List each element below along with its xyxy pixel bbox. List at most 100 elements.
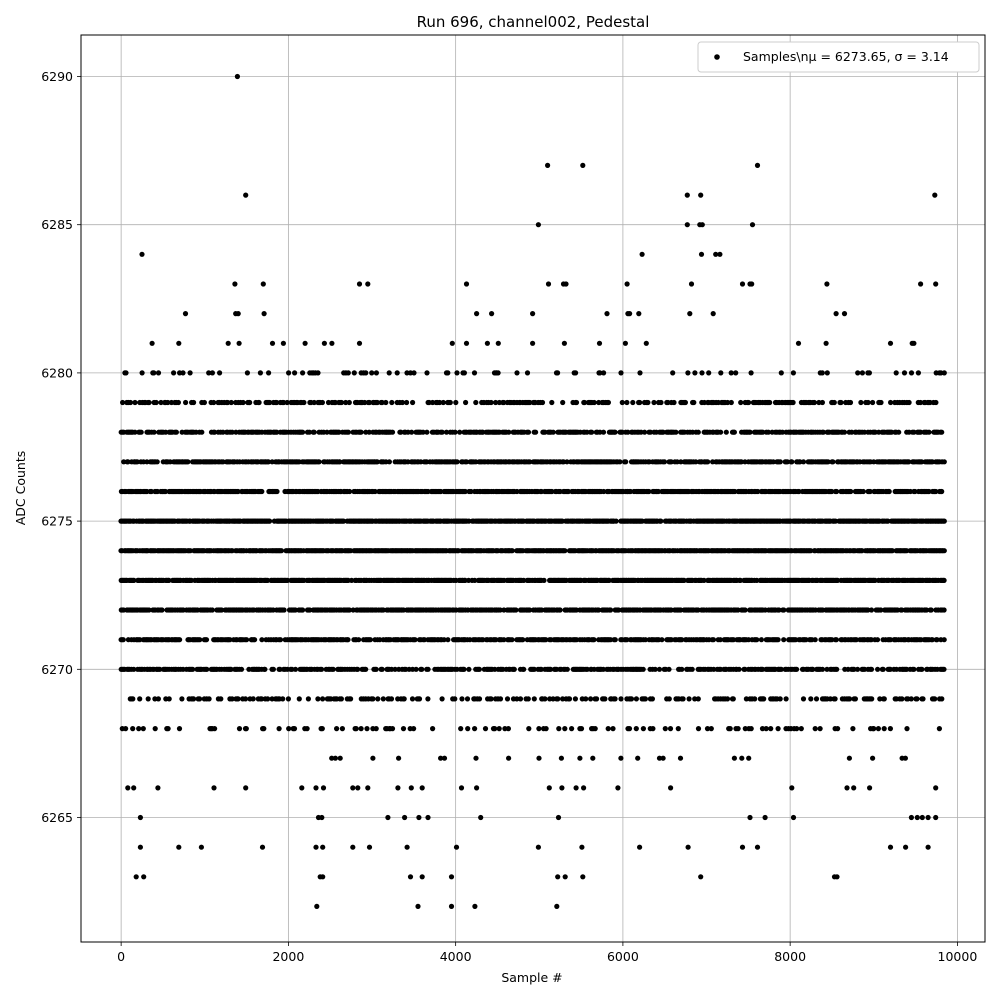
- data-point: [739, 755, 745, 761]
- data-point: [468, 488, 474, 495]
- data-point: [779, 429, 786, 435]
- data-point: [747, 429, 753, 435]
- data-point: [259, 488, 265, 495]
- data-point: [829, 488, 835, 495]
- data-point: [177, 637, 183, 643]
- data-point: [847, 696, 853, 702]
- data-point: [692, 696, 698, 702]
- data-point: [311, 429, 317, 435]
- data-point: [270, 666, 276, 672]
- data-point: [548, 666, 554, 672]
- data-point: [592, 726, 598, 732]
- data-point: [453, 399, 459, 406]
- data-point: [566, 696, 573, 702]
- data-point: [197, 637, 203, 643]
- data-point: [458, 726, 464, 732]
- data-point: [635, 755, 641, 761]
- data-point: [851, 666, 857, 672]
- data-point: [765, 429, 772, 435]
- data-point: [199, 429, 205, 435]
- data-point: [401, 696, 407, 702]
- data-point: [242, 696, 249, 702]
- data-point: [875, 726, 882, 732]
- data-point: [784, 459, 791, 465]
- data-point: [301, 399, 307, 406]
- data-point: [668, 459, 674, 465]
- data-point: [650, 726, 656, 732]
- data-point: [300, 607, 306, 613]
- data-point: [577, 755, 583, 761]
- data-point: [640, 666, 646, 672]
- data-point: [203, 637, 210, 643]
- data-point: [850, 726, 856, 732]
- data-point: [759, 726, 766, 732]
- data-point: [146, 399, 152, 406]
- data-point: [902, 755, 909, 761]
- data-point: [227, 637, 233, 643]
- data-point: [424, 429, 430, 435]
- data-point: [908, 696, 914, 702]
- data-point: [812, 726, 818, 732]
- data-point: [201, 399, 207, 406]
- data-point: [259, 637, 265, 643]
- data-point: [355, 666, 361, 672]
- data-point: [229, 696, 235, 702]
- data-point: [441, 755, 448, 761]
- data-point: [928, 607, 934, 613]
- data-point: [383, 399, 389, 406]
- data-point: [572, 696, 579, 702]
- data-point: [347, 488, 353, 495]
- data-point: [514, 696, 520, 702]
- data-point: [319, 666, 325, 672]
- data-point: [441, 637, 447, 643]
- data-point: [602, 696, 608, 702]
- data-point: [531, 696, 537, 702]
- data-point: [497, 696, 504, 702]
- data-point: [623, 459, 629, 465]
- data-point: [693, 459, 699, 465]
- data-point: [473, 755, 479, 761]
- data-point: [145, 696, 151, 702]
- data-point: [375, 696, 381, 702]
- data-point: [834, 666, 840, 672]
- data-point: [868, 666, 875, 672]
- data-point: [711, 666, 717, 672]
- data-point: [536, 726, 542, 732]
- data-point: [820, 429, 827, 435]
- data-point: [781, 637, 787, 643]
- data-point: [183, 399, 189, 406]
- data-point: [256, 399, 262, 406]
- data-point: [610, 726, 616, 732]
- data-point: [228, 666, 234, 672]
- data-point: [346, 607, 352, 613]
- data-point: [165, 399, 171, 406]
- data-point: [380, 607, 386, 613]
- data-point: [889, 548, 896, 554]
- data-point: [219, 607, 225, 613]
- data-point: [243, 726, 249, 732]
- data-point: [569, 726, 575, 732]
- data-point: [396, 755, 402, 761]
- data-point: [564, 666, 570, 672]
- data-point: [932, 696, 938, 702]
- data-point: [364, 726, 370, 732]
- data-point: [447, 399, 453, 406]
- data-point: [148, 488, 154, 495]
- data-point: [492, 726, 498, 732]
- data-point: [521, 577, 527, 584]
- data-point: [852, 696, 859, 702]
- data-point: [686, 696, 692, 702]
- data-point: [939, 488, 945, 495]
- data-point: [936, 726, 943, 732]
- data-point: [493, 399, 499, 406]
- data-point: [247, 399, 253, 406]
- data-point: [743, 696, 750, 702]
- data-point: [476, 696, 483, 702]
- data-point: [594, 696, 600, 702]
- data-point: [565, 488, 572, 495]
- data-point: [731, 429, 738, 435]
- data-point: [166, 696, 172, 702]
- data-point: [708, 726, 714, 732]
- data-point: [562, 548, 568, 554]
